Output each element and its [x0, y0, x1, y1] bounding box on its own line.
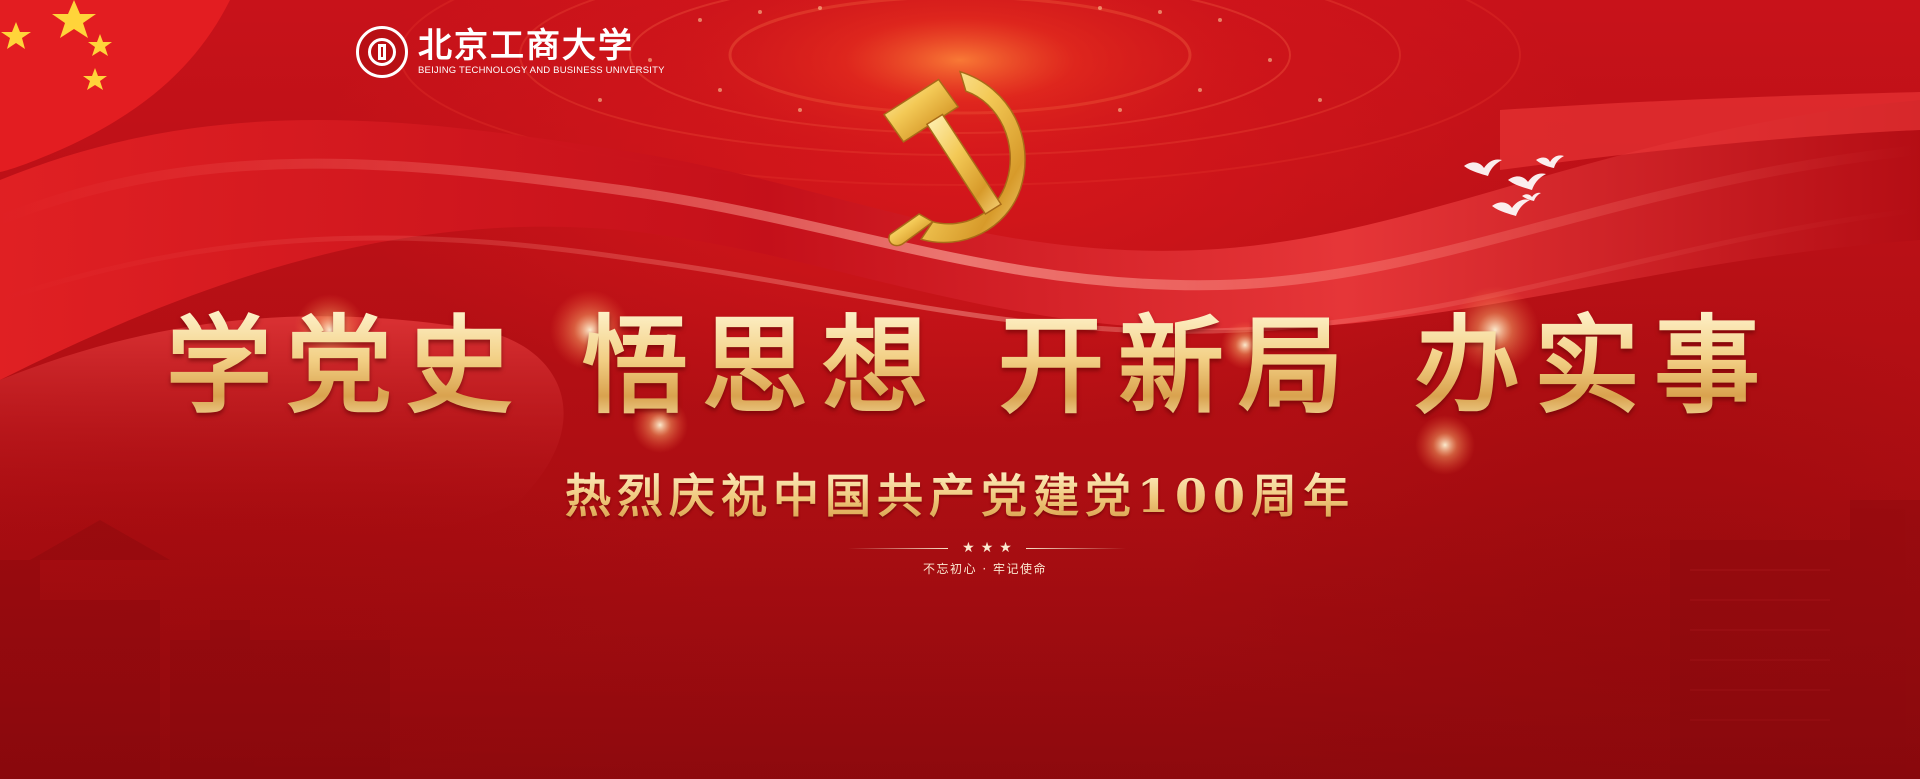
subheadline: 热烈庆祝中国共产党建党100周年	[540, 468, 1380, 524]
university-logo: 北京工商大学 BEIJING TECHNOLOGY AND BUSINESS U…	[356, 26, 665, 78]
university-seal-icon	[356, 26, 408, 78]
headline-group-1: 学党史	[166, 303, 526, 428]
university-name: 北京工商大学 BEIJING TECHNOLOGY AND BUSINESS U…	[418, 27, 665, 77]
university-name-cn: 北京工商大学	[418, 26, 634, 66]
headline-group-2: 悟思想	[582, 303, 942, 428]
university-name-en: BEIJING TECHNOLOGY AND BUSINESS UNIVERSI…	[418, 65, 665, 76]
divider-line-left	[848, 547, 949, 549]
headline-group-3: 开新局	[998, 303, 1358, 428]
headline-group-4: 办实事	[1414, 303, 1774, 428]
headline: 学党史 悟思想 开新局 办实事	[150, 306, 1790, 426]
hammer-and-sickle-icon	[882, 70, 1026, 247]
dove-icon	[1464, 155, 1564, 216]
divider-line-right	[1025, 547, 1126, 549]
divider-stars: ★★★	[962, 540, 1018, 556]
tagline: 不忘初心 · 牢记使命	[923, 562, 1047, 576]
divider: ★★★	[842, 540, 1132, 556]
